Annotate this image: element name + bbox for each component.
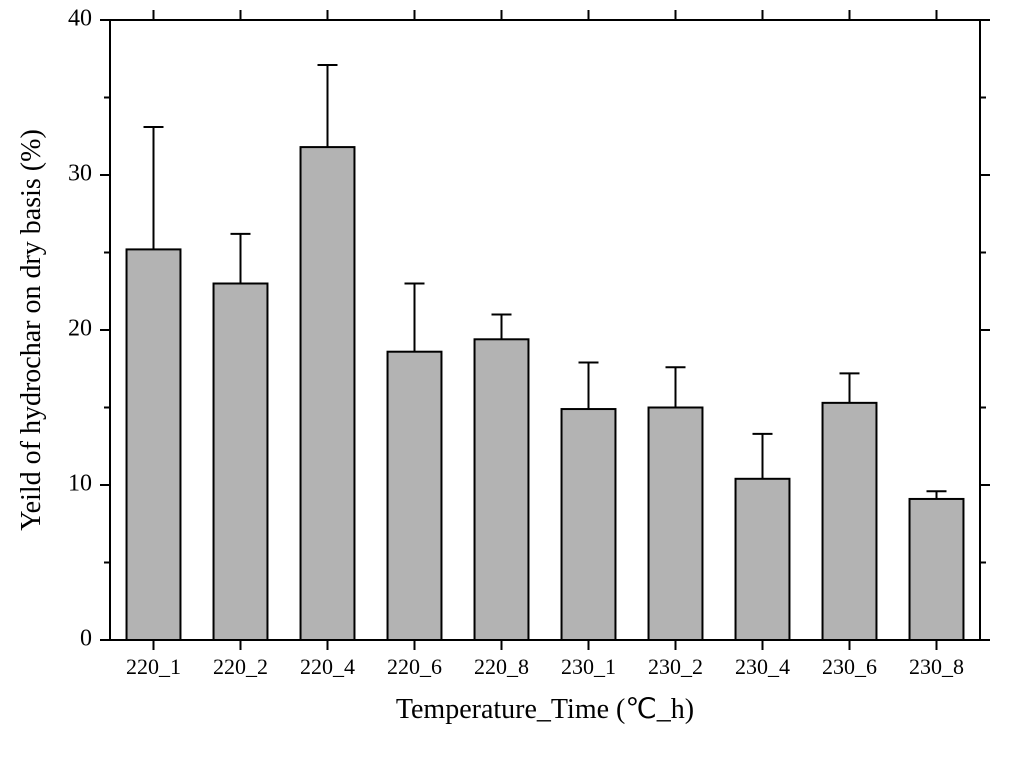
bar — [823, 403, 877, 640]
bar — [388, 352, 442, 640]
x-tick-label: 220_1 — [126, 654, 181, 679]
bar — [562, 409, 616, 640]
x-tick-label: 230_8 — [909, 654, 964, 679]
x-tick-label: 230_2 — [648, 654, 703, 679]
x-tick-label: 220_4 — [300, 654, 355, 679]
y-tick-label: 0 — [80, 626, 92, 652]
bar — [475, 339, 529, 640]
y-tick-label: 10 — [68, 471, 92, 497]
x-tick-label: 230_1 — [561, 654, 616, 679]
y-tick-label: 40 — [68, 6, 92, 32]
x-tick-label: 230_4 — [735, 654, 790, 679]
x-tick-label: 220_2 — [213, 654, 268, 679]
bar — [736, 479, 790, 640]
bar — [214, 284, 268, 641]
bar — [301, 147, 355, 640]
x-tick-label: 230_6 — [822, 654, 877, 679]
y-axis-label: Yeild of hydrochar on dry basis (%) — [16, 129, 47, 531]
x-tick-label: 220_8 — [474, 654, 529, 679]
x-axis-label: Temperature_Time (℃_h) — [396, 694, 694, 725]
y-tick-label: 30 — [68, 161, 92, 187]
bar-chart: 0 10 20 30 40 220_1 220_2 220_4 220_6 220_8 230_1 2… — [0, 0, 1024, 758]
bar — [127, 249, 181, 640]
chart-svg: 0 10 20 30 40 220_1 220_2 220_4 220_6 220_8 230_1 2… — [0, 0, 1024, 758]
y-tick-label: 20 — [68, 316, 92, 342]
bar — [649, 408, 703, 641]
bar — [910, 499, 964, 640]
x-tick-label: 220_6 — [387, 654, 442, 679]
